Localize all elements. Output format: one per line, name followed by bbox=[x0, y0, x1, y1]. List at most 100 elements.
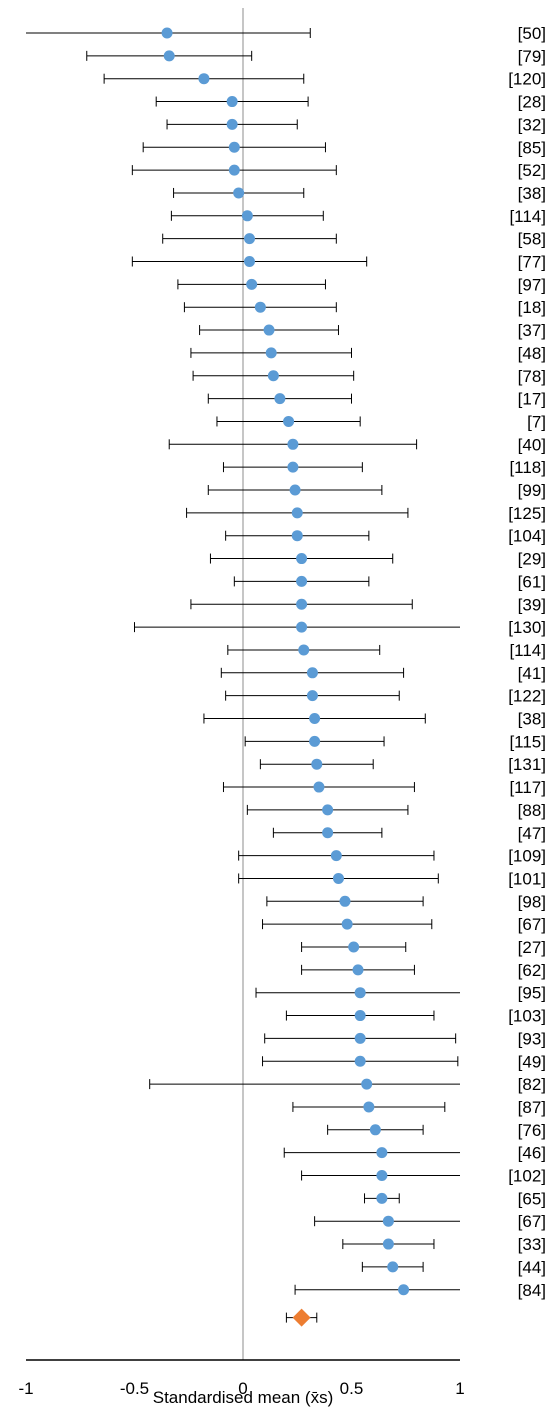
study-mean-point bbox=[244, 256, 256, 267]
study-mean-point bbox=[322, 804, 334, 816]
study-mean-point bbox=[274, 393, 286, 405]
study-mean-point bbox=[244, 233, 256, 245]
study-row bbox=[173, 187, 305, 199]
study-mean-point bbox=[161, 27, 173, 39]
study-row bbox=[225, 530, 370, 542]
study-row bbox=[203, 713, 426, 724]
study-row bbox=[177, 278, 326, 290]
study-mean-point bbox=[369, 1124, 381, 1136]
study-row bbox=[222, 781, 415, 793]
study-mean-point bbox=[361, 1078, 373, 1090]
study-reference-label: [29] bbox=[518, 550, 546, 569]
study-reference-label: [85] bbox=[518, 138, 546, 157]
study-mean-point bbox=[289, 484, 301, 496]
study-reference-label: [115] bbox=[509, 732, 546, 751]
study-mean-point bbox=[291, 530, 303, 542]
study-reference-label: [120] bbox=[508, 70, 546, 89]
study-mean-point bbox=[298, 644, 310, 656]
study-reference-label: [76] bbox=[518, 1121, 546, 1140]
study-row bbox=[222, 461, 363, 473]
study-reference-label: [114] bbox=[509, 641, 546, 660]
study-mean-point bbox=[313, 781, 325, 793]
study-row bbox=[190, 598, 413, 610]
study-row bbox=[283, 1147, 460, 1159]
study-row bbox=[86, 50, 253, 62]
study-reference-label: [95] bbox=[518, 984, 546, 1003]
study-reference-label: [77] bbox=[518, 253, 546, 272]
study-mean-point bbox=[352, 964, 364, 976]
study-mean-point bbox=[354, 987, 366, 999]
study-mean-point bbox=[376, 1192, 388, 1204]
study-mean-point bbox=[233, 187, 245, 199]
study-reference-label: [104] bbox=[508, 527, 546, 546]
study-reference-label: [47] bbox=[518, 824, 546, 843]
study-reference-label: [37] bbox=[518, 321, 546, 340]
summary-diamond bbox=[292, 1308, 311, 1327]
study-reference-label: [7] bbox=[527, 412, 546, 431]
study-mean-point bbox=[226, 118, 238, 130]
study-row bbox=[364, 1192, 400, 1204]
study-mean-point bbox=[291, 507, 303, 519]
study-reference-label: [41] bbox=[518, 664, 546, 683]
study-reference-label: [49] bbox=[518, 1052, 546, 1071]
study-reference-label: [28] bbox=[518, 93, 546, 112]
study-mean-point bbox=[296, 575, 308, 587]
study-row bbox=[225, 690, 400, 702]
study-reference-label: [58] bbox=[518, 230, 546, 249]
study-row bbox=[227, 644, 381, 656]
study-reference-label: [67] bbox=[518, 1212, 546, 1231]
study-reference-label: [79] bbox=[518, 47, 546, 66]
study-row bbox=[166, 118, 298, 130]
study-reference-label: [93] bbox=[518, 1029, 546, 1048]
study-row bbox=[327, 1124, 424, 1136]
study-mean-point bbox=[309, 713, 321, 724]
study-reference-label: [38] bbox=[518, 184, 546, 203]
study-row bbox=[155, 96, 309, 108]
study-reference-label: [118] bbox=[509, 458, 546, 477]
study-mean-point bbox=[306, 667, 318, 679]
study-row bbox=[262, 1055, 459, 1067]
study-mean-point bbox=[265, 347, 277, 359]
study-row bbox=[266, 895, 424, 907]
study-mean-point bbox=[348, 941, 360, 953]
study-reference-label: [78] bbox=[518, 367, 546, 386]
study-mean-point bbox=[322, 827, 334, 839]
study-row bbox=[134, 621, 460, 633]
study-row bbox=[190, 347, 352, 359]
study-reference-label: [117] bbox=[509, 778, 546, 797]
study-reference-label: [130] bbox=[508, 618, 546, 637]
x-tick-label: 0.5 bbox=[340, 1379, 364, 1398]
study-reference-label: [17] bbox=[518, 390, 546, 409]
study-row bbox=[301, 941, 407, 953]
study-row bbox=[292, 1101, 446, 1113]
study-mean-point bbox=[283, 415, 295, 427]
study-row bbox=[186, 507, 409, 519]
study-reference-label: [114] bbox=[509, 207, 546, 226]
study-mean-point bbox=[198, 73, 210, 85]
study-row bbox=[259, 758, 374, 770]
study-row bbox=[168, 438, 418, 450]
study-mean-point bbox=[263, 324, 275, 336]
study-mean-point bbox=[376, 1170, 388, 1181]
study-reference-label: [97] bbox=[518, 275, 546, 294]
study-mean-point bbox=[296, 598, 308, 610]
study-reference-label: [33] bbox=[518, 1235, 546, 1254]
study-mean-point bbox=[398, 1284, 410, 1296]
study-row bbox=[131, 164, 337, 176]
study-reference-label: [102] bbox=[508, 1167, 546, 1186]
x-axis-title: Standardised mean (x̄s) bbox=[153, 1388, 333, 1407]
study-row bbox=[220, 667, 405, 679]
study-row bbox=[238, 872, 439, 884]
study-mean-point bbox=[382, 1238, 394, 1250]
study-mean-point bbox=[287, 438, 299, 450]
study-row bbox=[209, 553, 394, 565]
study-mean-point bbox=[287, 461, 299, 473]
study-reference-label: [131] bbox=[508, 755, 546, 774]
study-mean-point bbox=[341, 918, 353, 930]
study-mean-point bbox=[354, 1055, 366, 1067]
study-reference-label: [98] bbox=[518, 892, 546, 911]
study-reference-label: [61] bbox=[518, 572, 546, 591]
study-row bbox=[149, 1078, 460, 1090]
study-row bbox=[314, 1215, 460, 1227]
